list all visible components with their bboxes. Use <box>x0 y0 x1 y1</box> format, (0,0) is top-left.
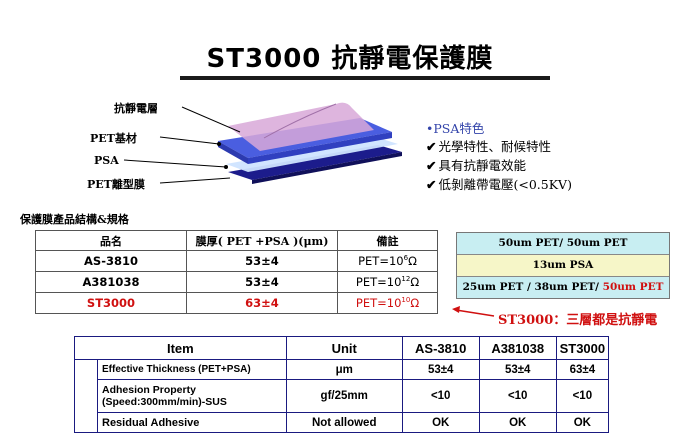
header-st3000: ST3000 <box>555 336 610 360</box>
page-title: ST3000 抗靜電保護膜 <box>206 44 494 74</box>
cell-thickness: 53±4 <box>186 250 338 272</box>
leader-antistatic <box>181 106 241 133</box>
cell-item: Residual Adhesive <box>97 412 287 433</box>
feature-item: ✔ 具有抗靜電效能 <box>426 155 526 174</box>
cell-note: PET=1010Ω <box>337 292 438 314</box>
table-row: AS-3810 53±4 PET=106Ω <box>35 250 438 272</box>
row-group-cell <box>74 359 98 433</box>
psa-features-title: •PSA特色 <box>426 121 485 136</box>
cell-thickness: 53±4 <box>186 271 338 293</box>
antistatic-layer-peel <box>263 103 337 139</box>
spec-row: Residual Adhesive Not allowed OK OK OK <box>75 412 610 433</box>
cell-unit: Not allowed <box>285 412 403 433</box>
label-pet-substrate: PET基材 <box>90 132 137 145</box>
cell-value: <10 <box>401 379 480 413</box>
layer-stack-box: 50um PET/ 50um PET 13um PSA 25um PET / 3… <box>456 232 670 299</box>
label-antistatic-layer: 抗靜電層 <box>114 102 158 115</box>
product-spec-table: 品名 膜厚( PET +PSA )(μm) 備註 AS-3810 53±4 PE… <box>35 230 438 314</box>
check-icon: ✔ <box>426 177 437 192</box>
check-icon: ✔ <box>426 139 437 154</box>
pet-substrate-side <box>248 132 392 164</box>
spec-row: Adhesion Property (Speed:300mm/min)-SUS … <box>75 379 610 413</box>
cell-value: 63±4 <box>555 359 610 380</box>
feature-item: ✔ 低剝離帶電壓(<0.5KV) <box>426 174 572 193</box>
header-as3810: AS-3810 <box>401 336 480 360</box>
section-title: 保護膜產品結構&規格 <box>20 213 129 226</box>
stack-layer-top: 50um PET/ 50um PET <box>457 233 669 255</box>
comparison-spec-table: Item Unit AS-3810 A381038 ST3000 Effecti… <box>74 336 610 433</box>
feature-text: 具有抗靜電效能 <box>438 158 526 173</box>
table-row: A381038 53±4 PET=1012Ω <box>35 271 438 293</box>
header-item: Item <box>74 336 287 360</box>
cell-item: Adhesion Property (Speed:300mm/min)-SUS <box>97 379 287 413</box>
label-release-film: PET離型膜 <box>87 178 145 191</box>
feature-item: ✔ 光學特性、耐候特性 <box>426 136 551 155</box>
header-note: 備註 <box>337 230 438 251</box>
cell-value: 53±4 <box>401 359 480 380</box>
cell-item: Effective Thickness (PET+PSA) <box>97 359 287 380</box>
cell-unit: gf/25mm <box>285 379 403 413</box>
header-a381038: A381038 <box>478 336 557 360</box>
spec-row: Effective Thickness (PET+PSA) μm 53±4 53… <box>74 359 610 433</box>
callout-arrow-icon <box>452 306 495 317</box>
cell-value: OK <box>555 412 610 433</box>
layer-structure-diagram <box>123 102 402 184</box>
stack-layer-middle: 13um PSA <box>457 255 669 277</box>
antistatic-layer <box>228 102 374 151</box>
cell-note: PET=106Ω <box>337 250 438 272</box>
label-psa: PSA <box>94 154 119 167</box>
cell-value: <10 <box>478 379 557 413</box>
title-underline <box>180 76 550 80</box>
leader-pet <box>159 136 220 145</box>
cell-unit: μm <box>285 359 403 380</box>
header-name: 品名 <box>35 230 187 251</box>
release-film-layer <box>228 145 402 180</box>
feature-text: 光學特性、耐候特性 <box>438 139 551 154</box>
psa-layer <box>226 137 398 172</box>
header-unit: Unit <box>285 336 403 360</box>
cell-name: ST3000 <box>35 292 187 314</box>
spec-header-row: Item Unit AS-3810 A381038 ST3000 <box>74 336 610 360</box>
cell-note: PET=1012Ω <box>337 271 438 293</box>
callout-text: ST3000：三層都是抗靜電 <box>498 313 658 328</box>
cell-thickness: 63±4 <box>186 292 338 314</box>
table-row-highlight: ST3000 63±4 PET=1010Ω <box>35 292 438 314</box>
cell-name: AS-3810 <box>35 250 187 272</box>
cell-value: OK <box>401 412 480 433</box>
cell-value: 53±4 <box>478 359 557 380</box>
leader-psa <box>123 159 227 168</box>
feature-text: 低剝離帶電壓(<0.5KV) <box>438 177 572 192</box>
stack-layer-bottom: 25um PET / 38um PET/ 50um PET <box>457 277 669 298</box>
release-film-edge <box>252 152 402 184</box>
cell-name: A381038 <box>35 271 187 293</box>
header-thickness: 膜厚( PET +PSA )(μm) <box>186 230 338 251</box>
pet-substrate-edge <box>218 141 248 164</box>
leader-release <box>159 177 231 184</box>
check-icon: ✔ <box>426 158 437 173</box>
cell-value: OK <box>478 412 557 433</box>
cell-value: <10 <box>555 379 610 413</box>
